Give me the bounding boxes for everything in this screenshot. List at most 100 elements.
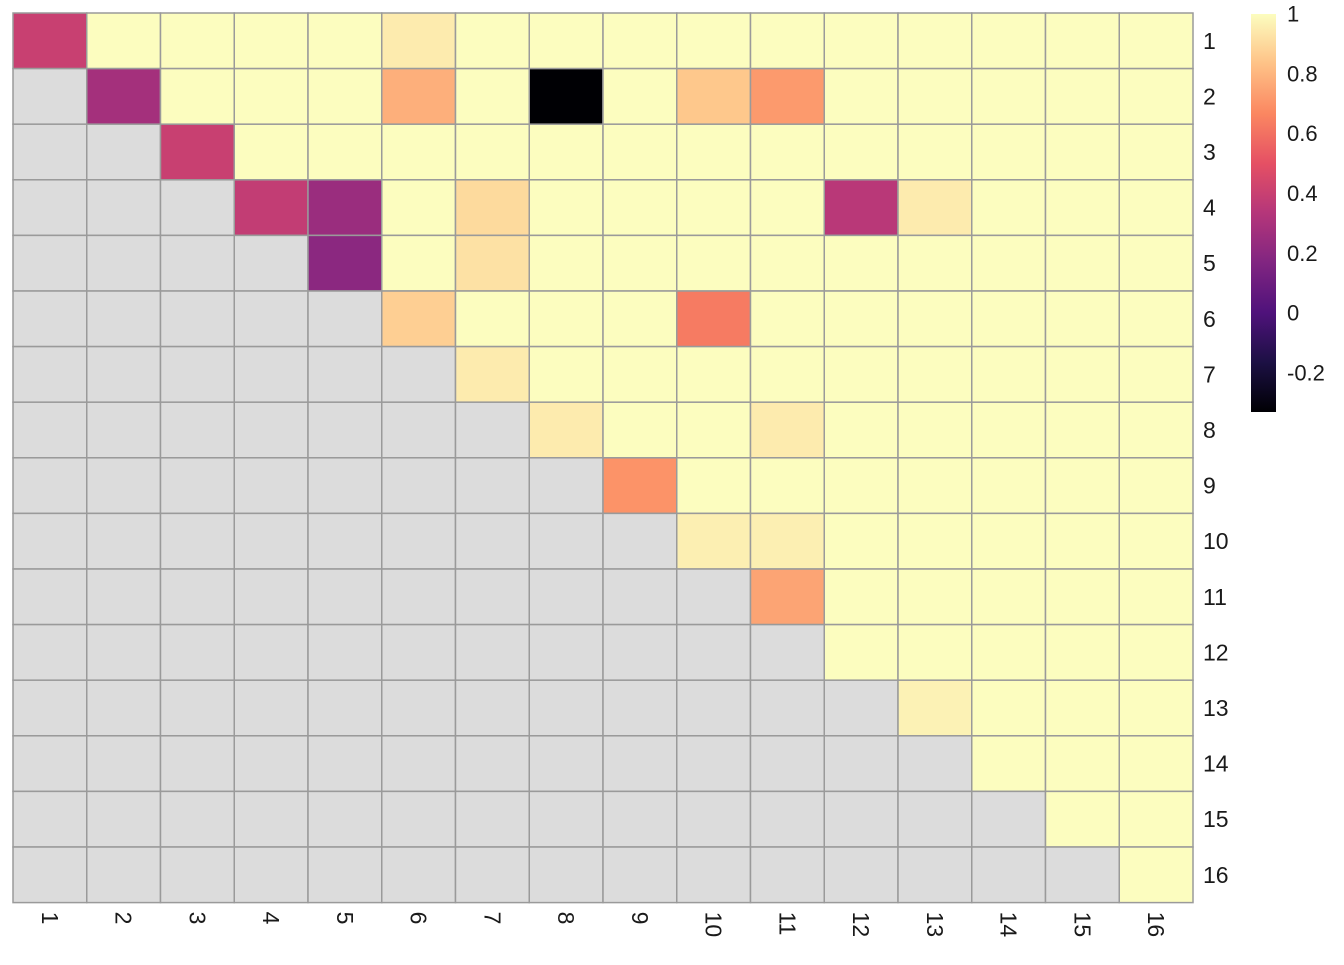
heatmap-cell: [1118, 290, 1194, 348]
heatmap-cell-na: [381, 790, 457, 848]
heatmap-cell-na: [823, 846, 899, 904]
legend-tick-label: 0.8: [1287, 61, 1318, 86]
x-tick-label: 9: [627, 912, 653, 925]
heatmap-cell: [528, 401, 604, 459]
heatmap-cell-na: [233, 568, 309, 626]
heatmap-cell-na: [233, 401, 309, 459]
heatmap-cell-na: [602, 679, 678, 737]
heatmap-cell-na: [12, 179, 88, 237]
y-tick-label: 1: [1203, 28, 1216, 54]
heatmap-cell-na: [381, 568, 457, 626]
heatmap-cell: [528, 234, 604, 292]
heatmap-cell: [676, 123, 752, 181]
heatmap-cell: [381, 290, 457, 348]
heatmap-cell: [381, 12, 457, 70]
heatmap-cell-na: [307, 568, 383, 626]
x-tick-label: 3: [184, 912, 210, 925]
heatmap-cell-na: [307, 846, 383, 904]
heatmap-cell: [602, 290, 678, 348]
heatmap-cell: [897, 234, 973, 292]
x-tick-label: 14: [996, 912, 1022, 938]
heatmap-cell-na: [159, 457, 235, 515]
heatmap-cell-na: [233, 679, 309, 737]
heatmap-cell: [1044, 679, 1120, 737]
y-tick-label: 8: [1203, 417, 1216, 443]
heatmap-cell: [1118, 345, 1194, 403]
heatmap-cell: [676, 345, 752, 403]
heatmap-cell: [897, 179, 973, 237]
heatmap-cell: [1044, 345, 1120, 403]
legend-tick-label: 0.4: [1287, 181, 1318, 206]
heatmap-cell: [971, 401, 1047, 459]
heatmap-cell-na: [233, 790, 309, 848]
x-tick-label: 13: [922, 912, 948, 938]
heatmap-cell: [159, 12, 235, 70]
heatmap-cell: [602, 179, 678, 237]
heatmap-cell: [454, 345, 530, 403]
heatmap-cell-na: [307, 735, 383, 793]
heatmap-cell-na: [307, 290, 383, 348]
heatmap-cell-na: [676, 790, 752, 848]
heatmap-cell-na: [823, 790, 899, 848]
heatmap-cell: [307, 179, 383, 237]
heatmap-cell: [897, 401, 973, 459]
heatmap-cell: [897, 568, 973, 626]
legend-tick-label: 1: [1287, 2, 1299, 27]
heatmap-cell: [1118, 735, 1194, 793]
x-tick-label: 4: [258, 912, 284, 925]
heatmap-cell-na: [159, 512, 235, 570]
heatmap-cell: [233, 12, 309, 70]
heatmap-cell-na: [159, 568, 235, 626]
heatmap-cell-na: [233, 234, 309, 292]
heatmap-cell: [233, 67, 309, 125]
heatmap-cell: [749, 179, 825, 237]
heatmap-cell-na: [12, 345, 88, 403]
heatmap-cell: [971, 12, 1047, 70]
heatmap-cell-na: [86, 679, 162, 737]
heatmap-cell: [971, 735, 1047, 793]
heatmap-cell-na: [676, 679, 752, 737]
y-tick-label: 5: [1203, 250, 1216, 276]
legend-tick-label: 0.2: [1287, 241, 1318, 266]
x-tick-label: 5: [332, 912, 358, 925]
heatmap-cell: [823, 623, 899, 681]
heatmap-cells: [12, 12, 1194, 904]
heatmap-cell: [454, 234, 530, 292]
heatmap-cell-na: [86, 457, 162, 515]
heatmap-cell: [454, 123, 530, 181]
heatmap-cell: [602, 12, 678, 70]
y-tick-label: 14: [1203, 751, 1229, 777]
heatmap-cell-na: [12, 512, 88, 570]
heatmap-cell: [971, 67, 1047, 125]
heatmap-cell-na: [12, 401, 88, 459]
heatmap-cell-na: [676, 735, 752, 793]
heatmap-cell: [602, 234, 678, 292]
heatmap-cell: [823, 568, 899, 626]
heatmap-cell: [749, 12, 825, 70]
heatmap-cell-na: [823, 679, 899, 737]
heatmap-cell: [676, 67, 752, 125]
x-axis-tick-labels: 1 2 3 4 5 6 7 8 9 10 11 12 13 14 15 16: [37, 912, 1169, 938]
heatmap-cell: [749, 401, 825, 459]
heatmap-cell-na: [749, 623, 825, 681]
heatmap-cell: [897, 67, 973, 125]
heatmap-cell-na: [381, 623, 457, 681]
heatmap-cell: [1118, 123, 1194, 181]
heatmap-cell-na: [233, 846, 309, 904]
heatmap-cell: [897, 123, 973, 181]
heatmap-cell: [971, 568, 1047, 626]
heatmap-cell: [1044, 790, 1120, 848]
y-tick-label: 7: [1203, 361, 1216, 387]
heatmap-cell-na: [159, 679, 235, 737]
heatmap-cell: [749, 568, 825, 626]
y-tick-label: 11: [1203, 584, 1227, 610]
heatmap-cell-na: [381, 512, 457, 570]
heatmap-cell-na: [381, 401, 457, 459]
heatmap-cell-na: [307, 623, 383, 681]
heatmap-cell-na: [528, 679, 604, 737]
x-tick-label: 8: [553, 912, 579, 925]
heatmap-cell-na: [381, 457, 457, 515]
heatmap-cell-na: [159, 345, 235, 403]
heatmap-cell: [971, 345, 1047, 403]
